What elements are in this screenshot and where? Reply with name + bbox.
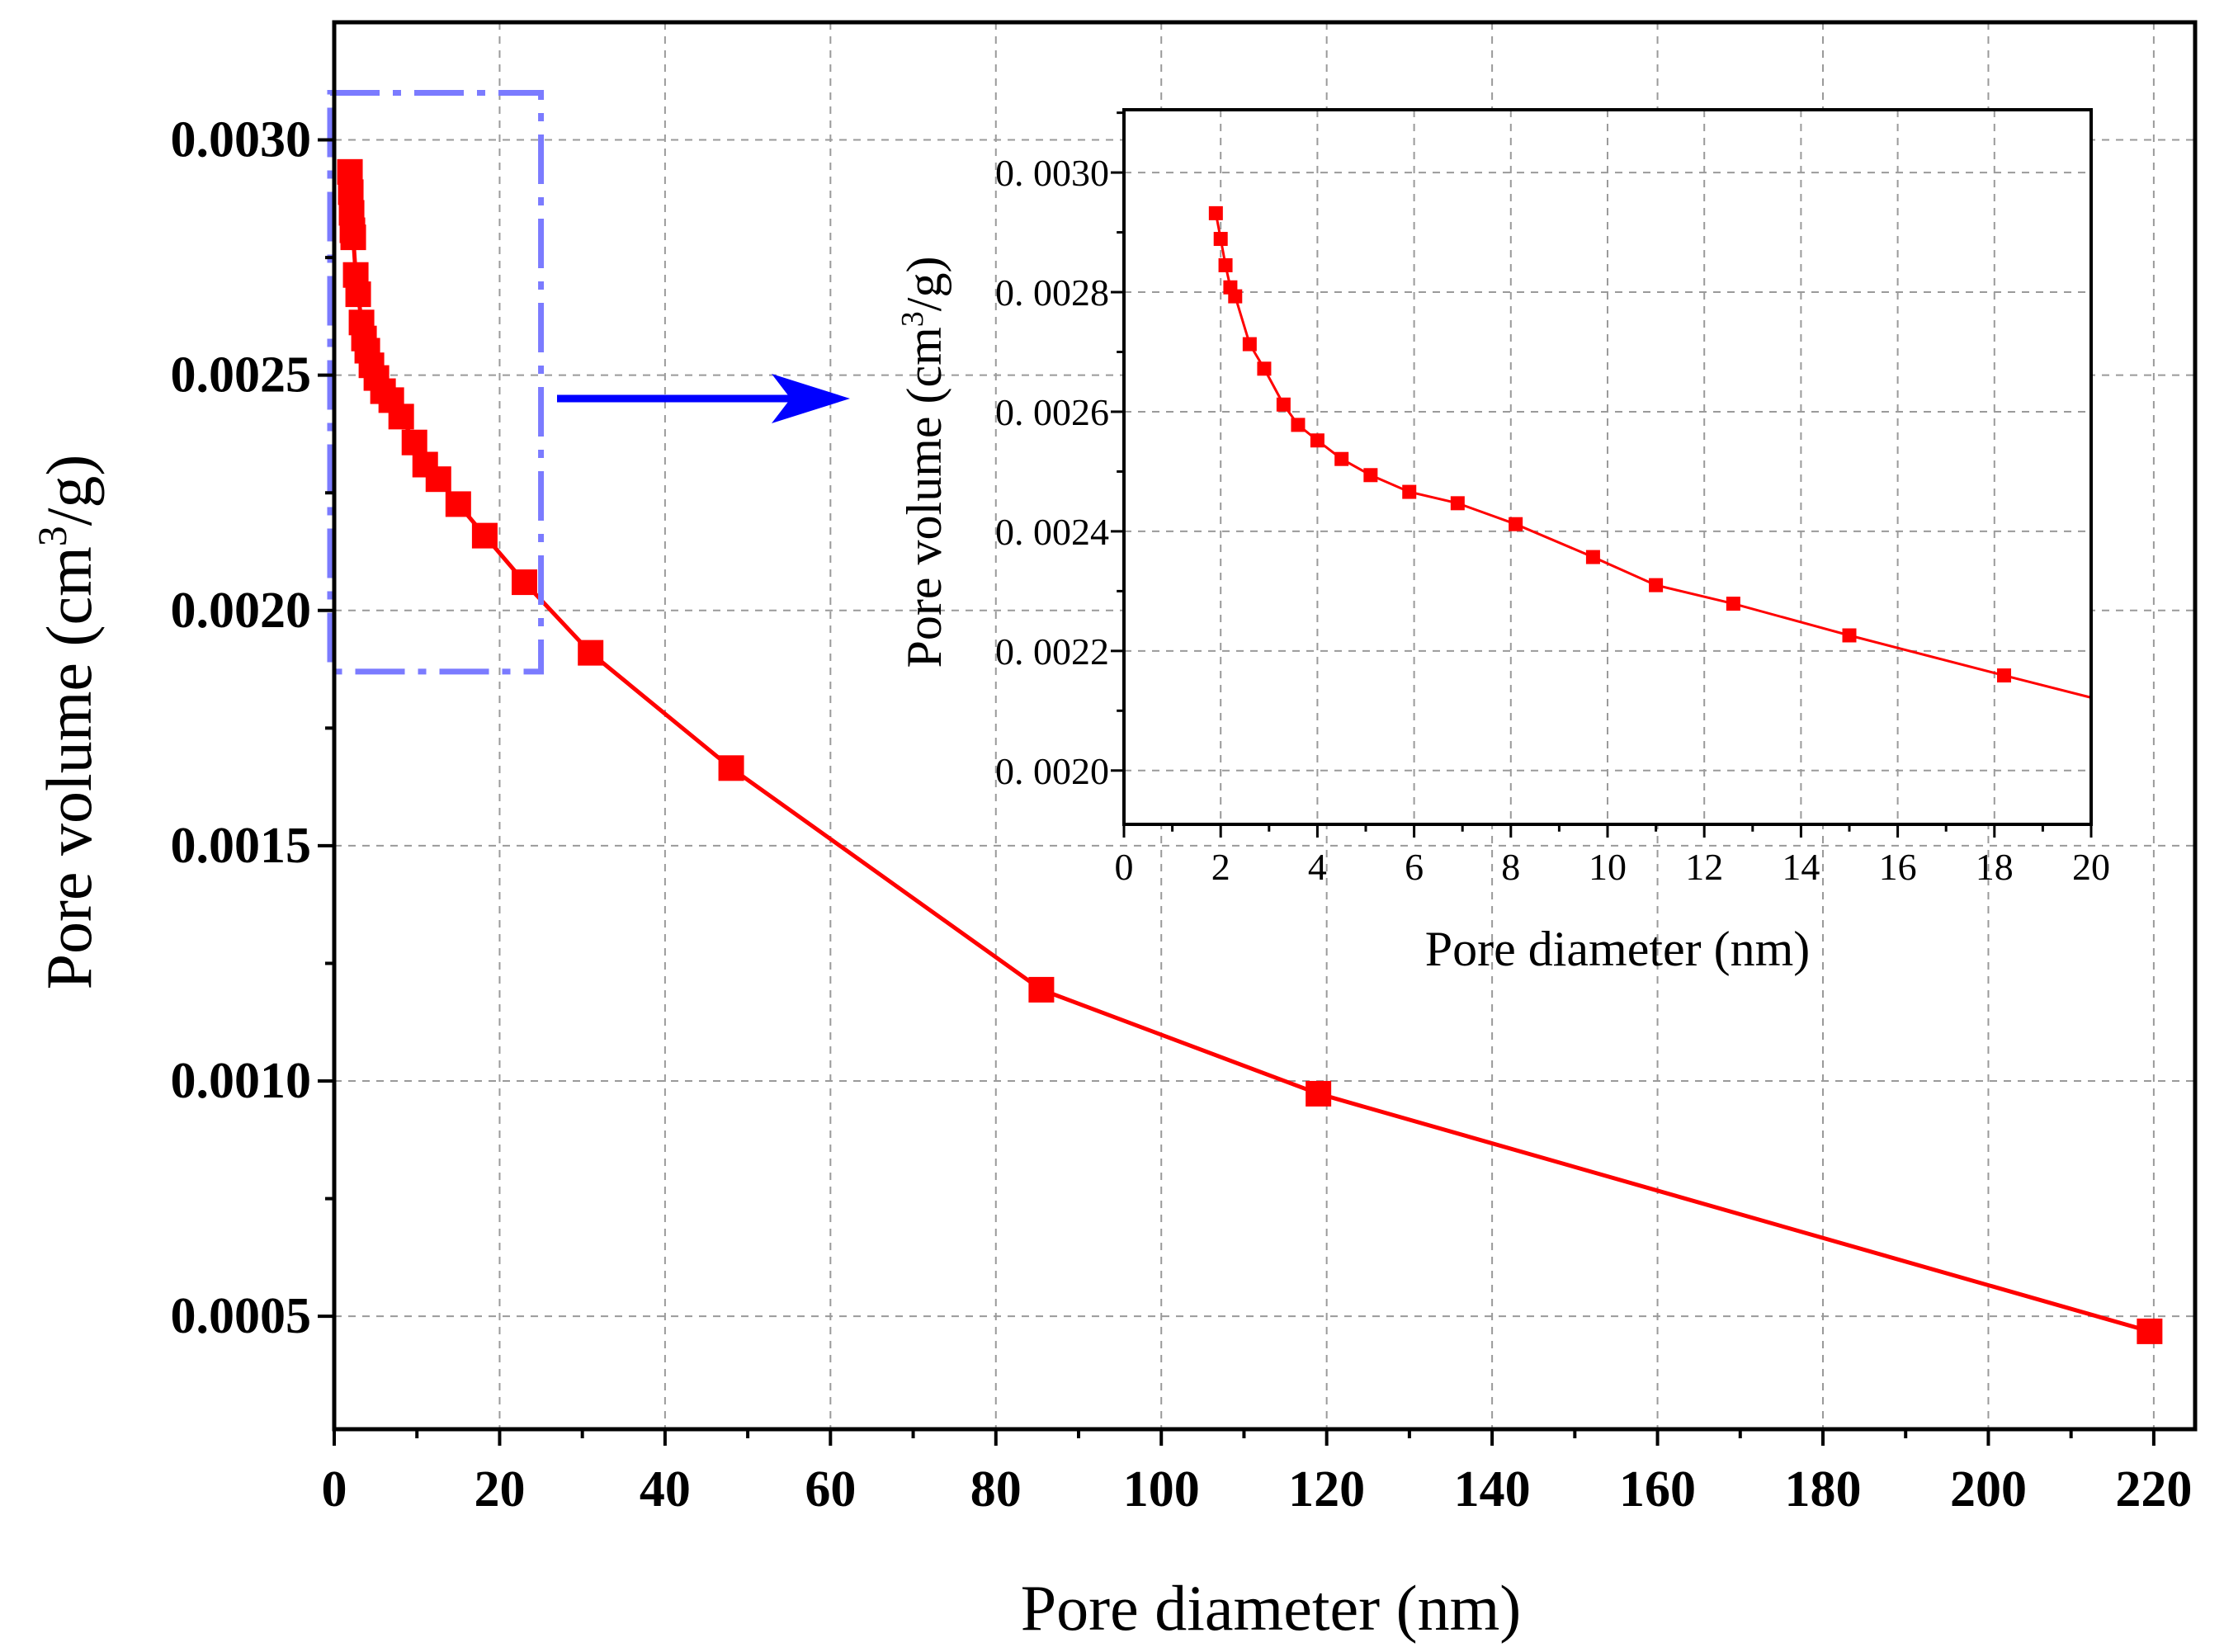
inset-data-point xyxy=(1585,550,1600,564)
main-data-point xyxy=(1028,976,1055,1003)
main-x-tick-label: 160 xyxy=(1619,1461,1696,1517)
inset-data-point xyxy=(1228,289,1243,304)
main-data-point xyxy=(578,640,604,666)
inset-series-markers xyxy=(1208,205,2012,683)
inset-x-tick-label: 8 xyxy=(1501,846,1520,888)
inset-data-point xyxy=(1450,496,1465,511)
main-x-axis-title: Pore diameter (nm) xyxy=(1021,1572,1521,1644)
main-y-tick-label: 0.0020 xyxy=(171,583,312,639)
inset-x-tick-label: 12 xyxy=(1685,846,1723,888)
inset-y-tick-label: 0. 0026 xyxy=(995,391,1109,433)
zoom-box-outline xyxy=(327,90,545,675)
inset-grid xyxy=(1124,110,2092,824)
inset-x-tick-label: 4 xyxy=(1308,846,1327,888)
inset-data-point xyxy=(1726,597,1740,611)
zoom-region-box xyxy=(327,90,545,675)
inset-data-point xyxy=(1842,628,1857,643)
inset-data-point xyxy=(1242,337,1257,352)
main-data-point xyxy=(471,522,498,549)
main-x-tick-label: 20 xyxy=(474,1461,525,1517)
main-x-tick-label: 200 xyxy=(1950,1461,2027,1517)
inset-x-tick-label: 0 xyxy=(1115,846,1134,888)
inset-x-tick-label: 6 xyxy=(1405,846,1424,888)
inset-y-tick-label: 0. 0030 xyxy=(995,152,1109,194)
main-y-axis-title: Pore volume (cm3/g) xyxy=(29,455,105,990)
main-data-point xyxy=(1306,1080,1332,1107)
inset-y-tick-label: 0. 0022 xyxy=(995,630,1109,673)
inset-y-axis: 0. 0020 0. 0022 0. 0024 0. 0026 0. 0028 0. 00… xyxy=(995,111,1124,792)
main-series-markers xyxy=(337,158,2163,1344)
inset-x-tick-label: 20 xyxy=(2072,846,2110,888)
inset-data-point xyxy=(1291,418,1306,432)
inset-data-point xyxy=(1649,578,1664,592)
main-y-tick-label: 0.0030 xyxy=(171,112,312,168)
main-x-tick-label: 220 xyxy=(2115,1461,2192,1517)
main-data-point xyxy=(425,466,451,493)
inset-data-point xyxy=(1218,257,1233,272)
main-y-tick-label: 0.0010 xyxy=(171,1053,312,1109)
main-chart: 0 20 40 60 80 100 120 140 160 180 200 220 0.00050.0… xyxy=(29,20,2198,1644)
inset-data-point xyxy=(1334,451,1349,466)
inset-x-tick-label: 10 xyxy=(1589,846,1627,888)
inset-data-point xyxy=(1257,361,1272,376)
inset-x-tick-label: 16 xyxy=(1879,846,1917,888)
inset-y-tick-label: 0. 0024 xyxy=(995,511,1109,553)
main-data-point xyxy=(2137,1318,2163,1344)
main-x-tick-label: 180 xyxy=(1785,1461,1862,1517)
inset-data-point xyxy=(1276,397,1291,412)
inset-x-tick-label: 2 xyxy=(1211,846,1230,888)
main-plot-frame xyxy=(332,20,2198,1432)
main-x-tick-label: 0 xyxy=(322,1461,347,1517)
main-x-tick-label: 60 xyxy=(805,1461,856,1517)
inset-y-tick-label: 0. 0020 xyxy=(995,750,1109,792)
main-y-tick-label: 0.0005 xyxy=(171,1288,312,1344)
inset-x-axis-title: Pore diameter (nm) xyxy=(1425,922,1811,976)
main-x-tick-label: 80 xyxy=(970,1461,1022,1517)
main-data-point xyxy=(401,429,427,455)
main-data-point xyxy=(388,404,414,430)
zoom-arrow xyxy=(557,374,850,423)
inset-data-point xyxy=(1363,468,1378,483)
inset-data-point xyxy=(1310,433,1324,448)
inset-y-axis-title: Pore volume (cm3/g) xyxy=(895,257,951,668)
inset-data-point xyxy=(1402,484,1417,499)
inset-x-tick-label: 18 xyxy=(1976,846,2014,888)
main-y-tick-label: 0.0025 xyxy=(171,347,312,404)
main-x-tick-label: 120 xyxy=(1288,1461,1365,1517)
inset-data-point xyxy=(1997,668,2012,683)
main-y-tick-label: 0.0015 xyxy=(171,818,312,874)
main-data-point xyxy=(512,569,538,596)
main-x-tick-label: 40 xyxy=(640,1461,691,1517)
main-data-point xyxy=(718,755,744,781)
main-x-axis: 0 20 40 60 80 100 120 140 160 180 200 220 xyxy=(322,1429,2192,1517)
inset-x-tick-label: 14 xyxy=(1782,846,1820,888)
main-data-point xyxy=(340,224,366,251)
inset-y-tick-label: 0. 0028 xyxy=(995,271,1109,314)
main-x-tick-label: 140 xyxy=(1454,1461,1531,1517)
inset-data-point xyxy=(1208,205,1223,220)
inset-data-point xyxy=(1213,232,1228,247)
main-data-point xyxy=(345,281,371,308)
main-y-axis: 0.0005 0.0010 0.0015 0.0020 0.0025 0.0030 xyxy=(171,112,334,1344)
main-data-point xyxy=(445,491,471,517)
main-x-tick-label: 100 xyxy=(1123,1461,1200,1517)
inset-x-axis: 0 2 4 6 8 10 12 14 16 18 20 xyxy=(1115,824,2110,888)
inset-data-point xyxy=(1509,517,1523,531)
